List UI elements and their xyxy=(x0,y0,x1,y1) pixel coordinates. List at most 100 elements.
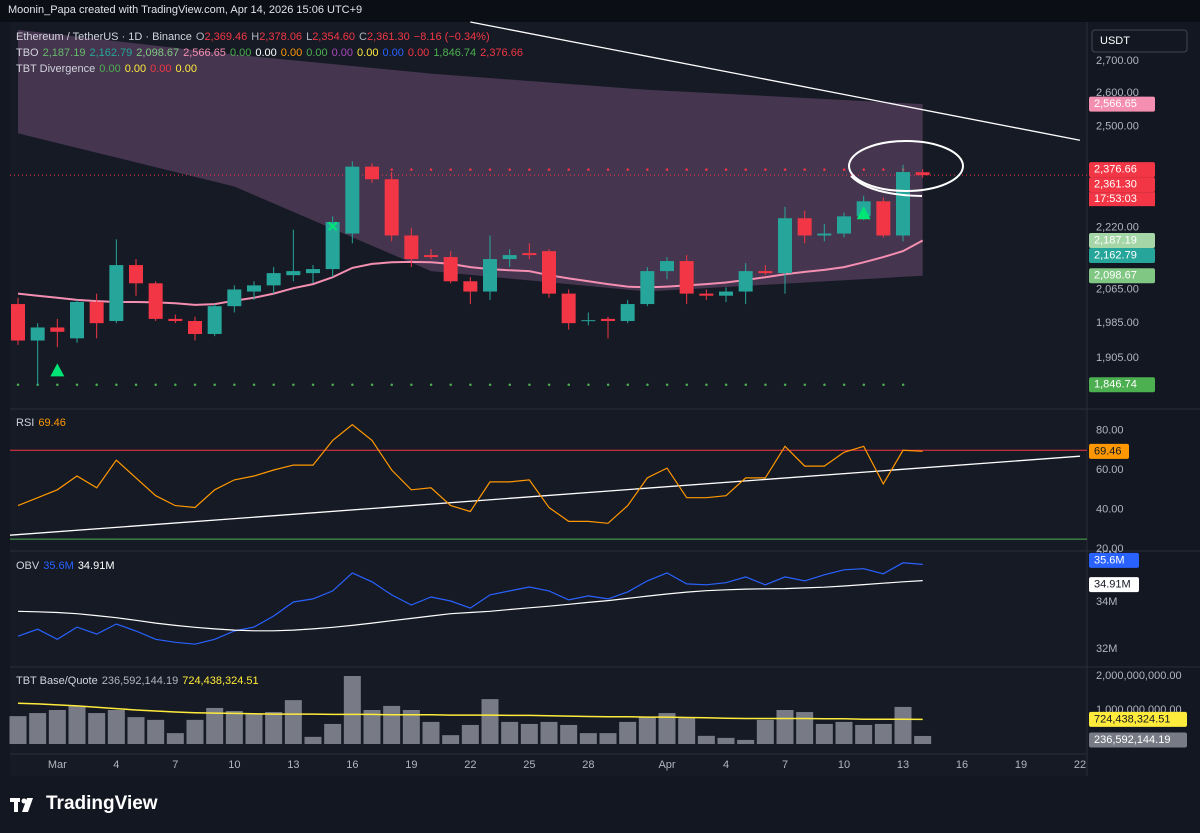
price-label-bg xyxy=(1089,268,1155,284)
candle-body xyxy=(640,271,655,305)
volume-bar xyxy=(88,713,106,745)
x-tick-label: 22 xyxy=(464,759,476,771)
volume-bar xyxy=(166,733,184,745)
volume-bar xyxy=(776,710,794,745)
volume-bar xyxy=(422,721,440,745)
volume-bar xyxy=(265,712,283,745)
ohlc-item: 2,369.46 xyxy=(204,31,248,43)
x-tick-label: 22 xyxy=(1074,759,1086,771)
indicator-name: TBT Divergence xyxy=(16,63,96,75)
plot-area xyxy=(10,22,1087,776)
candle-body xyxy=(207,306,222,334)
band xyxy=(18,29,923,292)
currency-box[interactable] xyxy=(1091,29,1188,53)
volume-label-bg xyxy=(1089,732,1187,748)
volume-ma-label-bg xyxy=(1089,711,1187,727)
candle-body xyxy=(837,216,851,234)
candle-body xyxy=(660,261,674,272)
candle-body xyxy=(306,269,320,274)
y-tick-label: 40.00 xyxy=(1096,503,1124,515)
indicator-value: 2,376.66 xyxy=(480,47,523,59)
x-tick-label: 19 xyxy=(405,759,417,771)
price-label: 2,187.19 xyxy=(1094,234,1137,246)
volume-ma xyxy=(17,702,923,721)
candle-body xyxy=(542,251,556,294)
x-tick-label: 16 xyxy=(346,759,358,771)
volume-bar xyxy=(894,706,912,745)
legend-row: Ethereum / TetherUS · 1D · Binance O2,369… xyxy=(16,29,527,45)
signal-cross xyxy=(327,221,338,231)
trendline xyxy=(470,21,1081,141)
candle-body xyxy=(699,293,714,296)
candle-body xyxy=(778,218,792,274)
volume-ma-value: 724,438,324.51 xyxy=(182,675,259,687)
candle-body xyxy=(758,271,773,274)
main-legend: Ethereum / TetherUS · 1D · Binance O2,369… xyxy=(16,29,527,77)
x-tick-label: 13 xyxy=(287,759,299,771)
x-tick-label: 10 xyxy=(838,759,850,771)
obv-label-bg xyxy=(1089,577,1139,593)
candle-body xyxy=(915,172,930,176)
ma-line xyxy=(17,239,924,306)
ohlc-item: O xyxy=(195,31,205,43)
volume-bar xyxy=(402,710,420,745)
y-tick-label: 2,500.00 xyxy=(1096,120,1139,132)
volume-bar xyxy=(29,713,47,745)
candle-body xyxy=(188,321,202,334)
rsi-title: RSI xyxy=(16,417,35,429)
candle-body xyxy=(247,285,261,292)
candle-body xyxy=(129,265,143,284)
indicator-value: 0.00 xyxy=(382,47,404,59)
candle-body xyxy=(817,233,832,236)
volume-bar xyxy=(796,712,814,745)
volume-bar xyxy=(127,717,145,745)
x-tick-label: Apr xyxy=(658,759,675,771)
indicator-value: 1,846.74 xyxy=(433,47,477,59)
volume-bar xyxy=(717,737,735,745)
rsi-label-bg xyxy=(1089,443,1129,459)
y-tick-label: 2,700.00 xyxy=(1096,55,1139,67)
volume-bar xyxy=(481,699,499,745)
volume-ma-label: 724,438,324.51 xyxy=(1094,713,1170,725)
candle-body xyxy=(561,293,576,324)
candle-body xyxy=(266,273,281,286)
volume-bar xyxy=(501,721,519,745)
obv-legend: OBV 35.6M 34.91M xyxy=(16,558,119,574)
candle-body xyxy=(345,166,360,234)
volume-value: 236,592,144.19 xyxy=(101,675,179,687)
ohlc-item: −8.16 (−0.34%) xyxy=(413,31,490,43)
indicator-value: 0.00 xyxy=(280,47,303,59)
ohlc-item: 2,361.30 xyxy=(366,31,410,43)
candle-body xyxy=(502,255,517,260)
obv-title: OBV xyxy=(16,560,40,572)
obv-label: 34.91M xyxy=(1094,579,1131,591)
y-tick-label: 2,600.00 xyxy=(1096,87,1139,99)
volume-bar xyxy=(461,724,479,745)
volume-bar xyxy=(619,721,637,745)
countdown-bg xyxy=(1089,192,1155,207)
price-label: 2,376.66 xyxy=(1094,164,1137,176)
candle-body xyxy=(522,253,537,256)
indicator-value: 0.00 xyxy=(306,47,328,59)
candle-body xyxy=(148,283,163,319)
volume-bar xyxy=(245,714,263,745)
volume-bar xyxy=(48,710,66,745)
indicator-value: 2,566.65 xyxy=(183,47,226,59)
volume-bar xyxy=(874,723,892,745)
y-tick-label: 1,905.00 xyxy=(1096,352,1139,364)
x-tick-label: 4 xyxy=(723,759,729,771)
obv-label-bg xyxy=(1089,552,1139,568)
indicator-value: 0.00 xyxy=(331,47,354,59)
volume-bar xyxy=(225,711,243,745)
candle-body xyxy=(168,318,183,322)
indicator-value: 0.00 xyxy=(124,63,147,75)
price-label-bg xyxy=(1089,162,1155,178)
x-tick-label: 19 xyxy=(1015,759,1027,771)
x-tick-label: 4 xyxy=(113,759,119,771)
rsi-value: 69.46 xyxy=(38,417,66,429)
top-bar xyxy=(0,0,1200,22)
volume-legend: TBT Base/Quote 236,592,144.19 724,438,324.… xyxy=(16,673,263,689)
x-tick-label: 16 xyxy=(956,759,968,771)
indicator-value: 0.00 xyxy=(150,63,172,75)
